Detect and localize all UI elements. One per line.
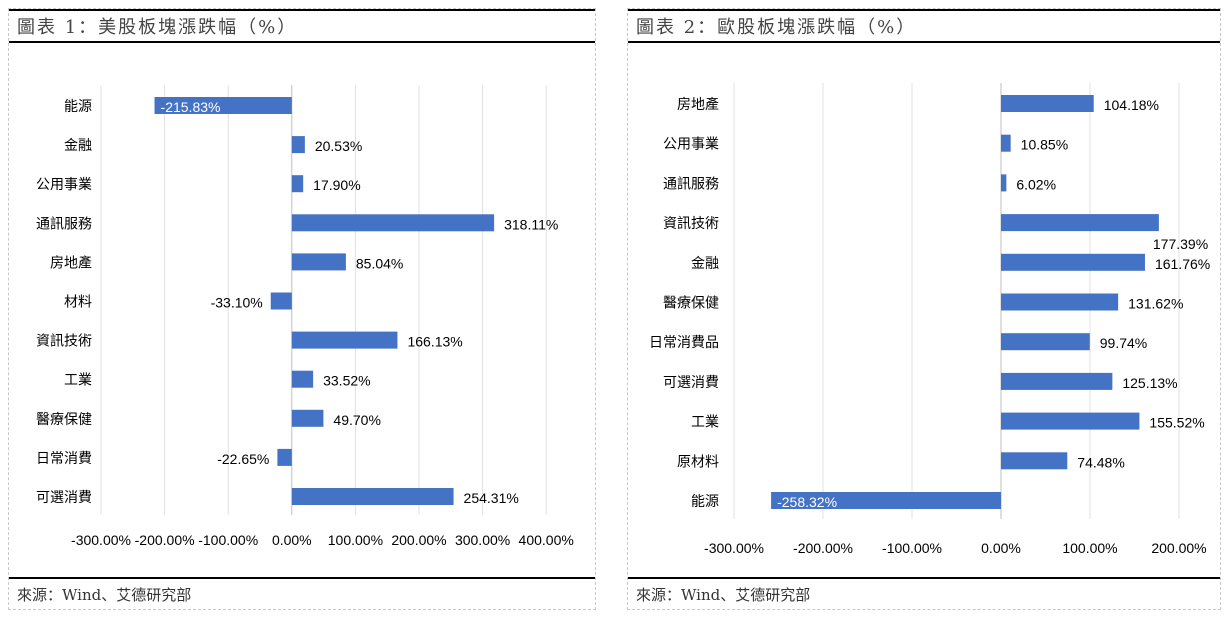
category-label: 能源 — [64, 98, 92, 114]
bar-通訊服務 — [1001, 174, 1007, 192]
chart-title: 圖表 2：歐股板塊漲跌幅（%） — [628, 9, 1220, 43]
category-label: 房地產 — [677, 96, 719, 112]
europe-chart-panel: 圖表 2：歐股板塊漲跌幅（%） -300.00% -200.00% -100.00%… — [627, 8, 1221, 610]
data-label: 155.52% — [1149, 415, 1204, 431]
x-tick-label: 100.00% — [328, 532, 383, 548]
x-tick-label: -300.00% — [71, 532, 131, 548]
category-label: 可選消費 — [36, 489, 92, 505]
bar-醫療保健 — [291, 409, 324, 427]
bar-金融 — [1001, 253, 1145, 271]
data-label: -33.10% — [211, 295, 263, 311]
x-tick-label: -200.00% — [793, 540, 853, 556]
data-label: 318.11% — [504, 216, 558, 232]
x-tick-label: 200.00% — [1151, 540, 1206, 556]
category-label: 通訊服務 — [36, 215, 92, 231]
europe-sector-bar-chart: -300.00% -200.00% -100.00% 0.00% 100.00% 200.… — [649, 83, 1210, 556]
data-label: 99.74% — [1100, 335, 1147, 351]
data-label: 254.31% — [464, 490, 519, 506]
bar-可選消費 — [1001, 372, 1113, 390]
data-label: 166.13% — [407, 334, 462, 350]
category-label: 資訊技術 — [36, 333, 92, 349]
data-label: 125.13% — [1122, 375, 1177, 391]
bar-原材料 — [1001, 452, 1068, 470]
bar-通訊服務 — [291, 214, 495, 232]
bar-能源 — [154, 97, 292, 114]
bar-能源 — [771, 492, 1001, 509]
category-label: 醫療保健 — [36, 411, 92, 427]
category-label: 工業 — [64, 372, 92, 388]
chart-title: 圖表 1：美股板塊漲跌幅（%） — [9, 9, 595, 43]
category-label: 可選消費 — [663, 374, 719, 390]
data-label: -22.65% — [217, 451, 269, 467]
bar-可選消費 — [291, 488, 454, 505]
data-label: 6.02% — [1016, 176, 1056, 192]
category-label: 房地產 — [50, 254, 92, 270]
bar-金融 — [291, 136, 305, 154]
source-note: 來源：Wind、艾德研究部 — [9, 577, 595, 611]
category-label: 工業 — [691, 414, 719, 430]
x-tick-label: -100.00% — [198, 532, 258, 548]
category-label: 醫療保健 — [663, 295, 719, 311]
x-tick-label: 200.00% — [391, 532, 446, 548]
x-tick-label: -100.00% — [882, 540, 942, 556]
x-tick-label: 300.00% — [455, 532, 510, 548]
data-label: 177.39% — [1153, 236, 1208, 252]
source-note: 來源：Wind、艾德研究部 — [628, 577, 1220, 611]
data-label: 17.90% — [313, 177, 360, 193]
x-tick-label: 100.00% — [1062, 540, 1117, 556]
category-label: 公用事業 — [36, 176, 92, 192]
category-label: 資訊技術 — [663, 215, 719, 231]
bar-資訊技術 — [1001, 214, 1159, 232]
category-label: 公用事業 — [663, 136, 719, 152]
category-label: 通訊服務 — [663, 175, 719, 191]
bar-資訊技術 — [291, 331, 398, 349]
data-label: 33.52% — [323, 373, 370, 389]
x-tick-label: 400.00% — [519, 532, 574, 548]
category-label: 材料 — [64, 294, 92, 310]
bar-材料 — [270, 292, 292, 310]
data-label: 10.85% — [1021, 137, 1068, 153]
data-label: 85.04% — [356, 255, 403, 271]
data-label: 74.48% — [1077, 454, 1124, 470]
us-chart-panel: 圖表 1：美股板塊漲跌幅（%） -300.00% -200.00% -100.00%… — [8, 8, 596, 610]
category-label: 金融 — [64, 137, 92, 153]
data-label: 161.76% — [1155, 256, 1210, 272]
category-label: 金融 — [691, 255, 719, 271]
bar-日常消費品 — [1001, 333, 1090, 351]
category-label: 能源 — [691, 493, 719, 509]
category-label: 原材料 — [677, 453, 719, 469]
x-tick-label: -300.00% — [704, 540, 764, 556]
bar-工業 — [291, 370, 314, 388]
data-label: -215.83% — [161, 99, 221, 115]
data-label: -258.32% — [777, 494, 837, 510]
x-tick-label: -200.00% — [135, 532, 195, 548]
bar-公用事業 — [1001, 134, 1011, 152]
bar-房地產 — [1001, 95, 1094, 112]
bar-日常消費 — [277, 448, 292, 466]
bar-工業 — [1001, 412, 1140, 430]
category-label: 日常消費 — [36, 450, 92, 466]
data-label: 49.70% — [333, 412, 380, 428]
bar-房地產 — [291, 253, 346, 271]
x-tick-label: 0.00% — [981, 540, 1021, 556]
bar-醫療保健 — [1001, 293, 1119, 311]
us-sector-bar-chart: -300.00% -200.00% -100.00% 0.00% 100.00% 200.… — [36, 85, 574, 548]
x-tick-label: 0.00% — [272, 532, 312, 548]
category-label: 日常消費品 — [649, 334, 719, 350]
data-label: 20.53% — [315, 138, 362, 154]
data-label: 104.18% — [1104, 97, 1159, 113]
bar-公用事業 — [291, 175, 304, 193]
data-label: 131.62% — [1128, 296, 1183, 312]
